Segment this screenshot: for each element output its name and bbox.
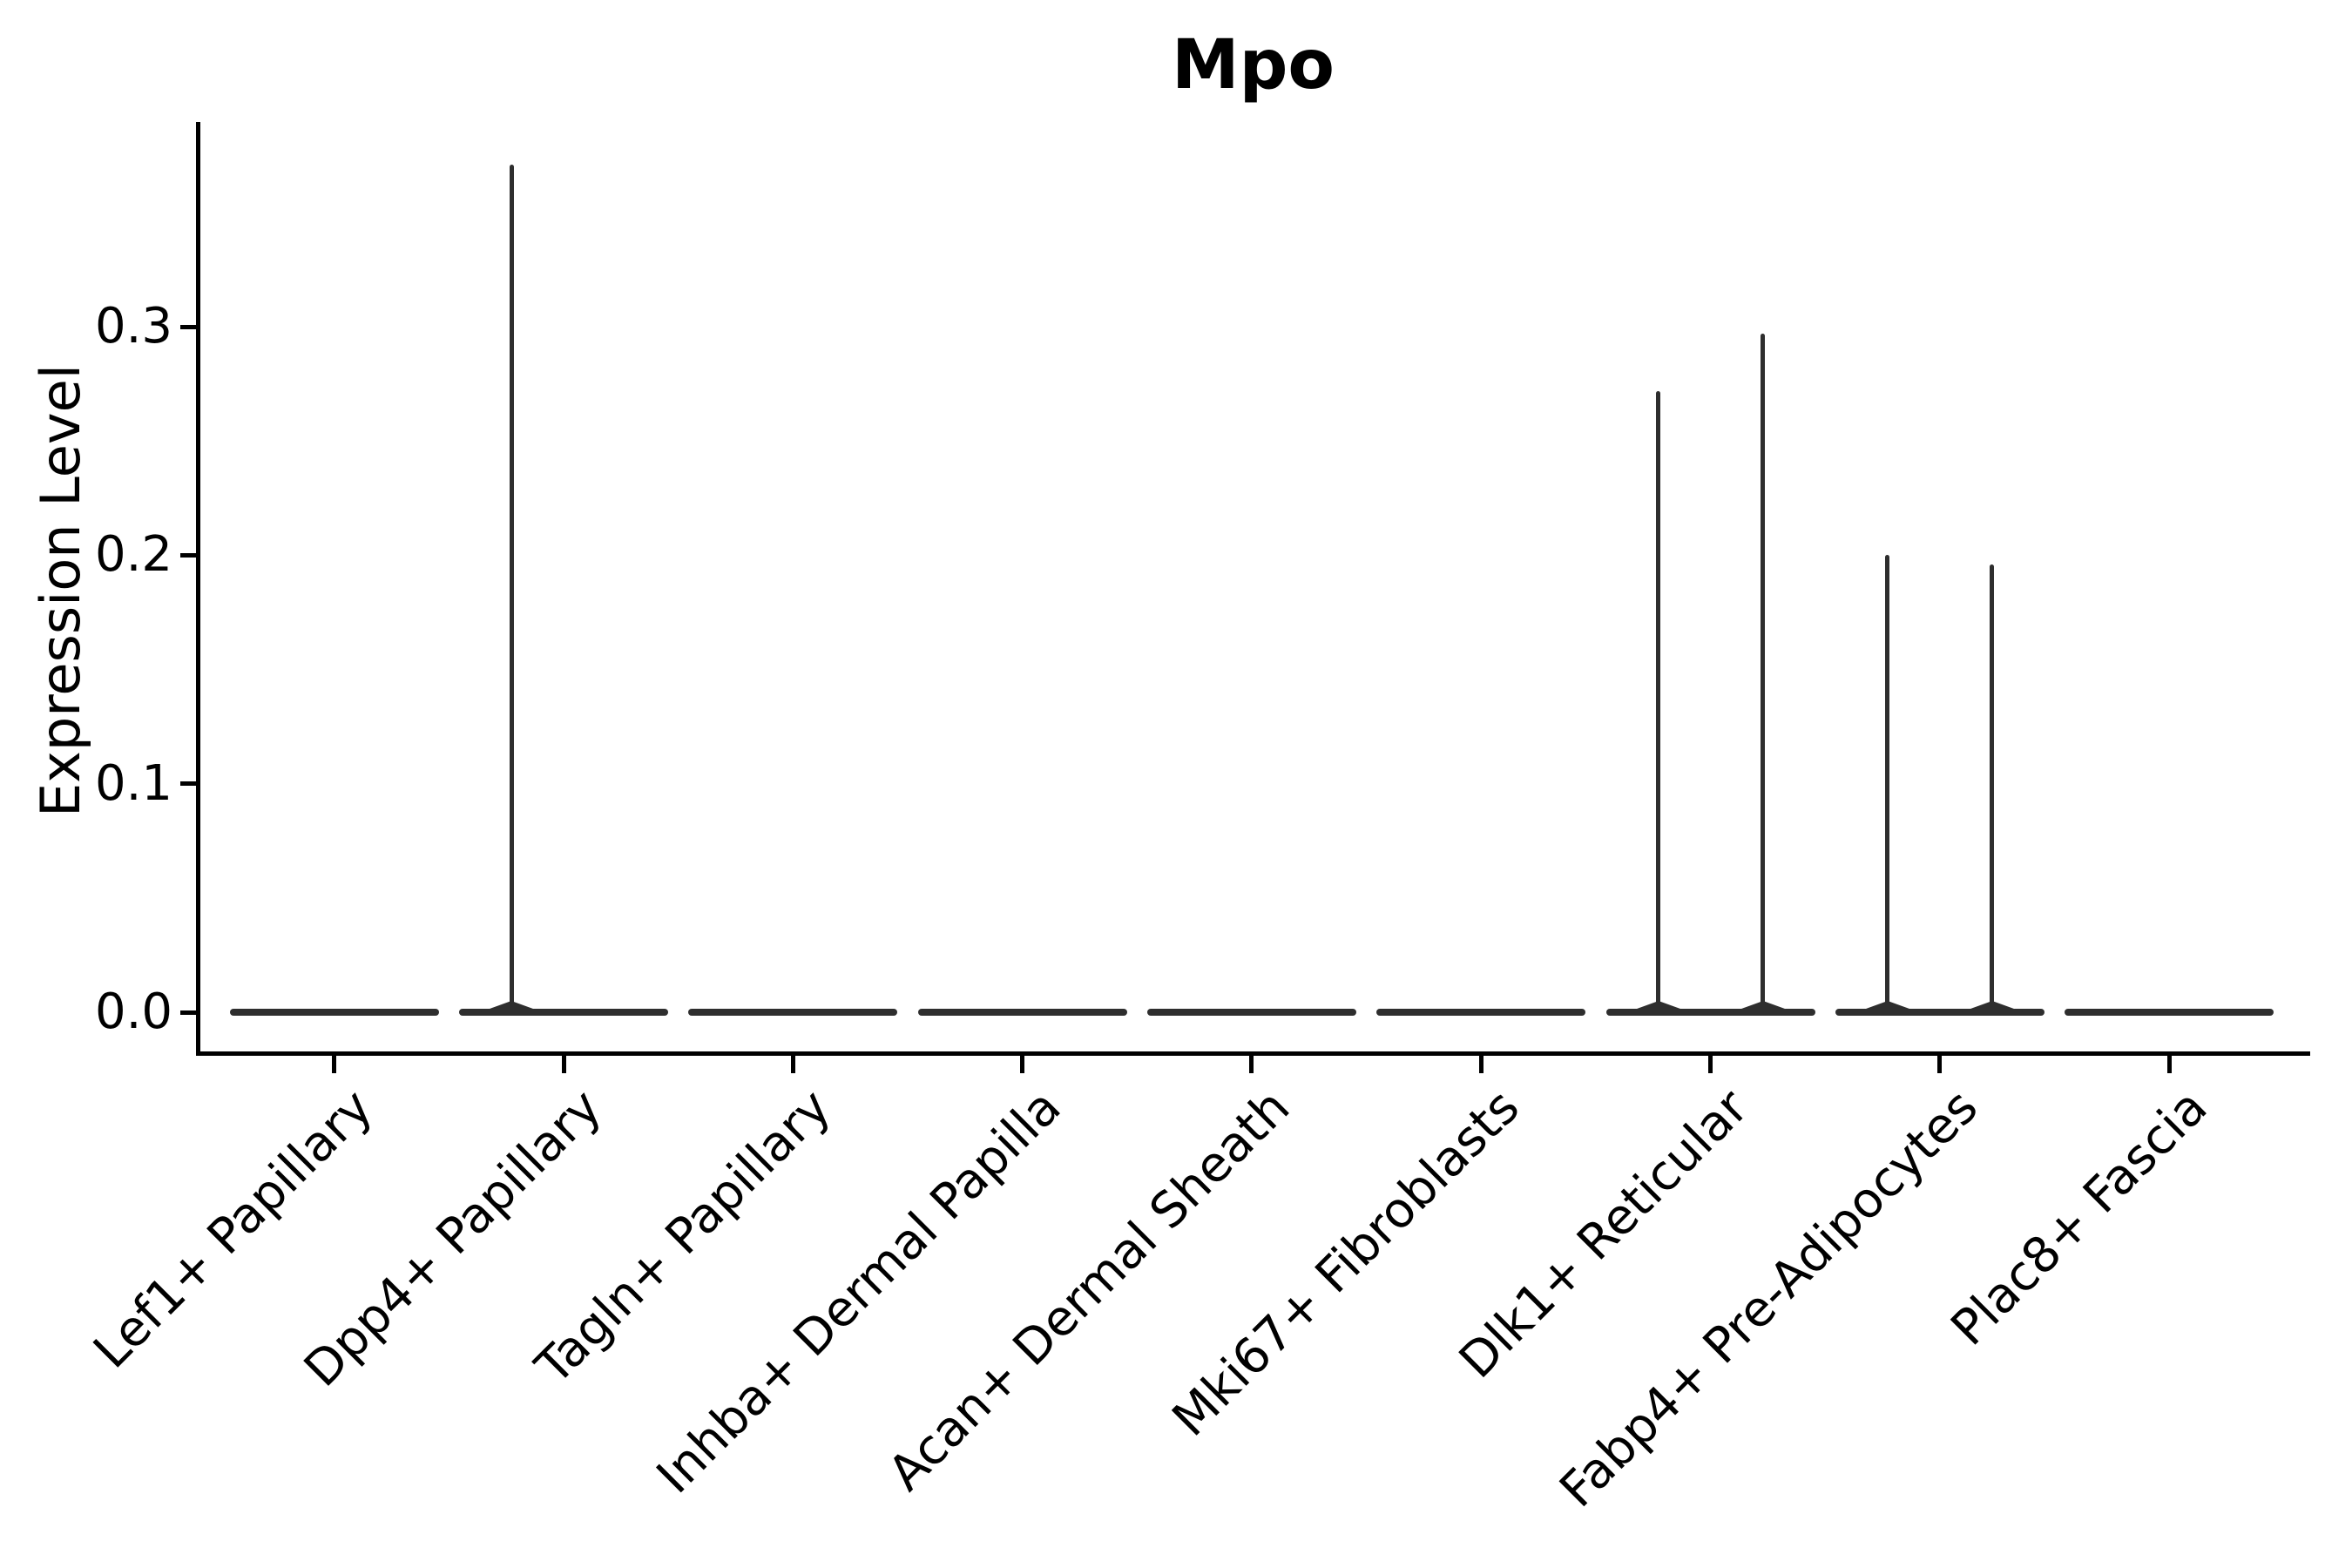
violin-body — [688, 1009, 898, 1016]
x-tick-label: Inhba+ Dermal Papilla — [645, 1078, 1072, 1505]
x-tick-mark — [332, 1056, 337, 1073]
violin-body — [2065, 1009, 2274, 1016]
y-tick-label: 0.2 — [94, 526, 172, 584]
x-tick-label: Fabp4+ Pre-Adipocytes — [1549, 1078, 1990, 1519]
y-axis-label: Expression Level — [29, 364, 92, 817]
violin-body — [1376, 1009, 1586, 1016]
violin-spike — [1885, 555, 1890, 1012]
y-tick-label: 0.0 — [94, 983, 172, 1040]
x-tick-mark — [1020, 1056, 1025, 1073]
violin-body — [1146, 1009, 1356, 1016]
violin-spike — [509, 164, 514, 1012]
x-tick-mark — [561, 1056, 566, 1073]
violin-body — [1835, 1009, 2044, 1016]
violin-spike — [1761, 333, 1765, 1012]
y-tick-mark — [180, 781, 198, 787]
x-tick-mark — [790, 1056, 795, 1073]
x-tick-label: Acan+ Dermal Sheath — [877, 1078, 1301, 1503]
x-tick-mark — [2166, 1056, 2172, 1073]
y-tick-label: 0.1 — [94, 754, 172, 812]
y-axis-spine — [196, 122, 200, 1056]
y-tick-mark — [180, 1010, 198, 1015]
x-tick-mark — [1249, 1056, 1254, 1073]
violin-body — [229, 1009, 439, 1016]
y-tick-mark — [180, 552, 198, 558]
violin-body — [1605, 1009, 1815, 1016]
y-tick-label: 0.3 — [94, 298, 172, 355]
y-tick-mark — [180, 324, 198, 329]
plot-title: Mpo — [1171, 26, 1335, 105]
violin-spike — [1990, 564, 1995, 1012]
x-tick-mark — [1937, 1056, 1943, 1073]
x-tick-mark — [1478, 1056, 1484, 1073]
violin-body — [917, 1009, 1127, 1016]
violin-body — [459, 1009, 668, 1016]
x-tick-mark — [1708, 1056, 1713, 1073]
x-axis-spine — [196, 1051, 2310, 1056]
violin-spike — [1656, 390, 1660, 1012]
